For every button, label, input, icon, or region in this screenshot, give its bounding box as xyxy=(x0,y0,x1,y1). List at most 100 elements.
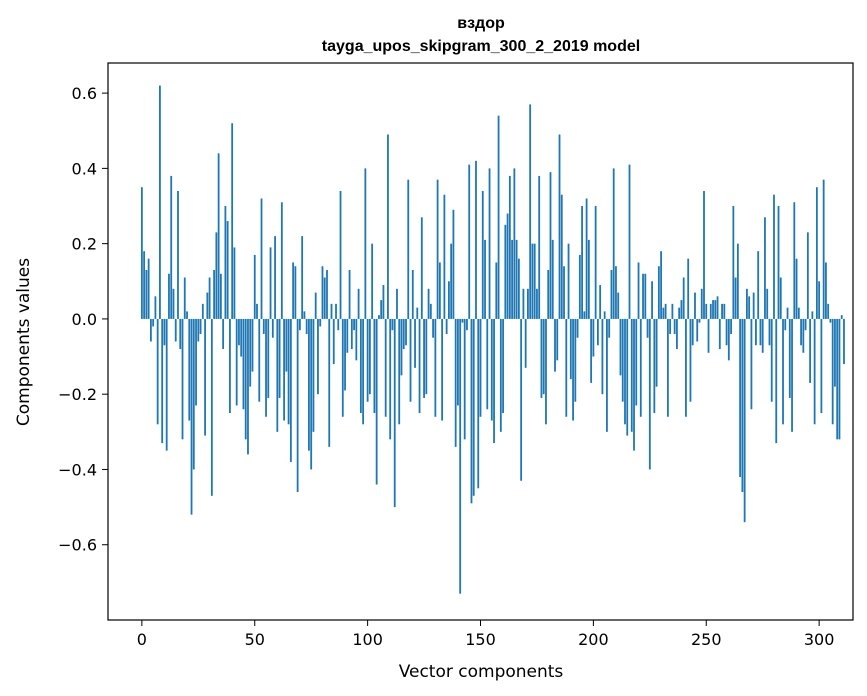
y-tick-label-0: −0.6 xyxy=(58,536,97,555)
bar-298 xyxy=(813,318,816,425)
bar-64 xyxy=(285,318,288,372)
bar-278 xyxy=(768,318,771,346)
x-tick-label-0: 0 xyxy=(137,630,147,649)
bar-136 xyxy=(447,281,450,319)
bar-224 xyxy=(646,318,649,338)
bar-230 xyxy=(660,251,663,319)
bar-289 xyxy=(793,202,796,319)
bar-263 xyxy=(734,277,737,319)
bar-172 xyxy=(529,104,532,319)
bar-40 xyxy=(231,123,234,319)
x-tick-label-5: 250 xyxy=(691,630,722,649)
bar-73 xyxy=(305,318,308,334)
x-tick-label-6: 300 xyxy=(804,630,835,649)
bar-5 xyxy=(152,318,155,327)
bar-94 xyxy=(353,318,355,331)
bar-110 xyxy=(389,318,392,440)
bar-215 xyxy=(626,318,629,436)
bar-51 xyxy=(256,303,258,319)
bar-171 xyxy=(527,288,529,319)
bar-283 xyxy=(779,277,782,319)
bar-162 xyxy=(506,213,509,319)
bar-22 xyxy=(190,318,193,515)
bar-198 xyxy=(587,239,590,319)
bar-26 xyxy=(199,318,202,334)
x-tick-label-2: 100 xyxy=(352,630,383,649)
bar-188 xyxy=(565,318,568,417)
bar-132 xyxy=(438,262,441,319)
bar-309 xyxy=(838,318,841,440)
bar-72 xyxy=(303,311,306,319)
bar-187 xyxy=(563,266,565,319)
bar-161 xyxy=(504,224,507,319)
bar-137 xyxy=(450,243,453,319)
bar-84 xyxy=(330,303,333,319)
bar-27 xyxy=(201,303,204,319)
bar-183 xyxy=(554,318,556,372)
bar-116 xyxy=(402,318,405,350)
bar-292 xyxy=(800,318,802,346)
bar-10 xyxy=(163,318,166,346)
bar-28 xyxy=(204,318,206,436)
bar-291 xyxy=(797,307,800,319)
bar-170 xyxy=(524,318,527,368)
bar-270 xyxy=(750,318,753,410)
bar-222 xyxy=(642,273,644,319)
bar-235 xyxy=(671,303,674,319)
bar-149 xyxy=(477,318,480,489)
bar-115 xyxy=(400,318,403,376)
bar-35 xyxy=(219,273,222,319)
bar-83 xyxy=(328,318,331,447)
bar-81 xyxy=(323,277,326,319)
bar-259 xyxy=(725,318,728,346)
bar-76 xyxy=(312,318,315,432)
bar-78 xyxy=(317,318,319,395)
bar-16 xyxy=(177,190,179,319)
bar-248 xyxy=(700,288,703,319)
bar-106 xyxy=(380,300,383,319)
bar-293 xyxy=(802,318,805,353)
bar-154 xyxy=(488,168,491,319)
bar-205 xyxy=(603,311,606,319)
bar-43 xyxy=(238,318,240,346)
bar-111 xyxy=(391,318,394,331)
bar-69 xyxy=(296,318,299,493)
bar-260 xyxy=(727,318,730,361)
bar-20 xyxy=(186,311,188,319)
bar-19 xyxy=(183,277,186,319)
bar-68 xyxy=(294,266,297,319)
bar-208 xyxy=(610,269,613,319)
bar-17 xyxy=(179,318,182,350)
bar-173 xyxy=(531,243,534,319)
bar-252 xyxy=(709,303,712,319)
bar-267 xyxy=(743,318,746,523)
bar-129 xyxy=(432,318,434,338)
bar-74 xyxy=(308,318,310,451)
bar-213 xyxy=(621,318,624,402)
bar-47 xyxy=(247,318,249,455)
bar-168 xyxy=(520,318,523,481)
bar-61 xyxy=(278,318,281,398)
bar-232 xyxy=(664,303,667,319)
bar-127 xyxy=(427,288,430,319)
bar-276 xyxy=(764,217,766,319)
bar-48 xyxy=(249,318,252,387)
bar-33 xyxy=(215,232,218,319)
bar-79 xyxy=(319,318,322,327)
bar-86 xyxy=(335,303,337,319)
bar-133 xyxy=(441,318,444,421)
bar-227 xyxy=(653,318,656,414)
bar-42 xyxy=(235,318,238,406)
bar-182 xyxy=(551,239,554,319)
bar-141 xyxy=(459,318,462,594)
bar-145 xyxy=(468,164,471,319)
bar-41 xyxy=(233,247,236,319)
bar-265 xyxy=(739,318,742,477)
bar-165 xyxy=(513,168,516,319)
bar-153 xyxy=(486,318,489,410)
bar-8 xyxy=(159,85,161,319)
bar-299 xyxy=(815,187,818,319)
bar-184 xyxy=(556,318,559,361)
bar-66 xyxy=(289,318,292,462)
bar-52 xyxy=(258,318,261,402)
